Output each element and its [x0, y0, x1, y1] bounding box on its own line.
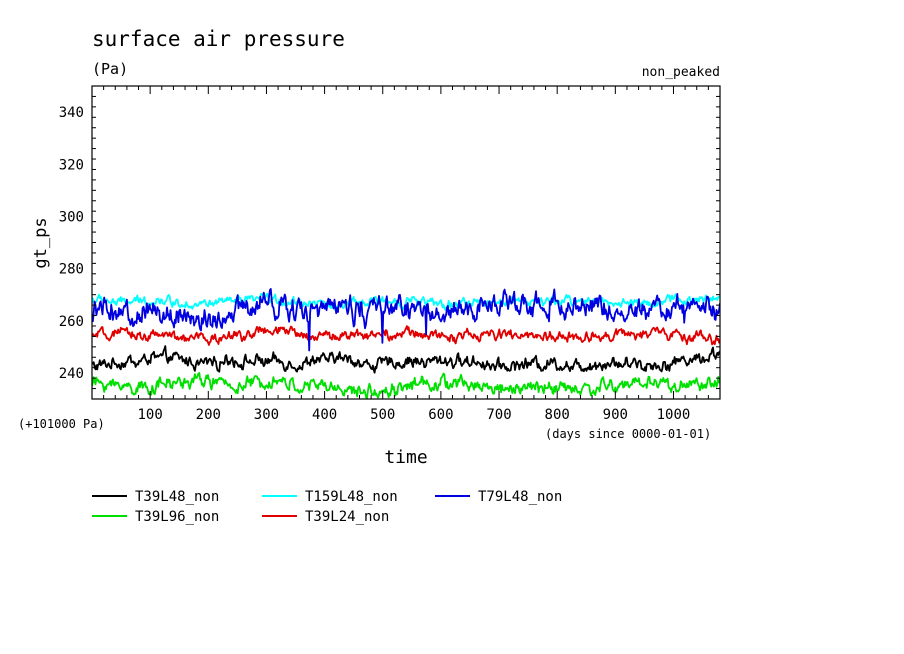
y-tick-label: 320	[59, 157, 84, 173]
chart-subtitle-right: non_peaked	[642, 65, 720, 80]
legend-label: T79L48_non	[478, 489, 562, 505]
x-tick-label: 1000	[657, 407, 691, 423]
series-line-T159L48_non	[92, 292, 720, 312]
legend-label: T159L48_non	[305, 489, 398, 505]
x-tick-label: 800	[545, 407, 570, 423]
series-line-T39L48_non	[92, 345, 720, 374]
x-tick-label: 200	[196, 407, 221, 423]
y-tick-label: 260	[59, 314, 84, 330]
legend-label: T39L96_non	[135, 509, 219, 525]
x-tick-labels: 100 200 300 400 500 600 700 800 900 1000	[137, 407, 690, 423]
x-tick-label: 500	[370, 407, 395, 423]
x-tick-label: 100	[137, 407, 162, 423]
series-line-T79L48_non	[92, 288, 720, 352]
chart-units: (Pa)	[92, 60, 128, 78]
y-tick-label: 240	[59, 366, 84, 382]
series-line-T39L24_non	[92, 325, 720, 346]
x-tick-label: 400	[312, 407, 337, 423]
x-tick-label: 300	[254, 407, 279, 423]
legend-label: T39L24_non	[305, 509, 389, 525]
chart-title: surface air pressure	[92, 27, 345, 51]
y-tick-label: 300	[59, 209, 84, 225]
plot-frame	[91, 85, 721, 400]
x-tick-label: 700	[486, 407, 511, 423]
y-axis-label: gt_ps	[31, 217, 51, 268]
x-tick-label: 900	[603, 407, 628, 423]
y-tick-label: 340	[59, 105, 84, 121]
series-line-T39L96_non	[92, 372, 720, 399]
axis-ticks	[91, 85, 721, 400]
y-offset-note: (+101000 Pa)	[18, 417, 105, 431]
x-tick-label: 600	[428, 407, 453, 423]
series-layer	[92, 288, 720, 399]
y-tick-labels: 240 260 280 300 320 340	[59, 105, 84, 382]
x-unit-note: (days since 0000-01-01)	[545, 427, 711, 441]
legend-label: T39L48_non	[135, 489, 219, 505]
legend: T39L48_non T39L96_non T159L48_non T39L24_no…	[92, 489, 562, 525]
y-tick-label: 280	[59, 262, 84, 278]
x-axis-label: time	[384, 447, 427, 468]
